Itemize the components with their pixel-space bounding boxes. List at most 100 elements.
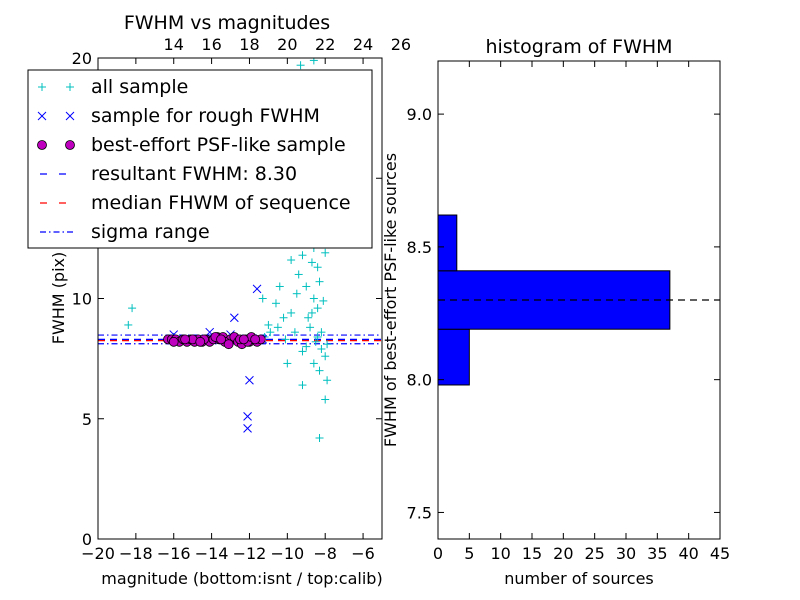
legend-entry: median FHWM of sequence: [40, 192, 351, 214]
point-0-53: [313, 332, 322, 341]
point-2-33: [168, 336, 179, 347]
point-1-6: [252, 284, 262, 294]
point-2-34: [223, 339, 234, 350]
point-1-4: [243, 411, 252, 421]
legend-entry: all sample: [38, 76, 188, 98]
series-2: [163, 332, 266, 350]
point-0-12: [298, 251, 307, 260]
histogram-panel: 0 5 10 15 20 25 30 35 40 45 7.5 8.0 8.5 9.0 histogra…: [381, 36, 730, 588]
point-0-0: [124, 320, 133, 329]
hist-y-tick-label: 8.5: [407, 238, 432, 257]
point-0-36: [315, 366, 324, 375]
legend-marker: [66, 83, 74, 91]
legend-entry: sample for rough FWHM: [37, 105, 320, 127]
histogram-x-axis: 0 5 10 15 20 25 30 35 40 45: [433, 61, 730, 563]
hist-x-tick-label: 35: [647, 544, 667, 563]
legend-label: sample for rough FWHM: [91, 105, 320, 127]
x-tick-label: −18: [119, 544, 153, 563]
scatter-title: FWHM vs magnitudes: [124, 12, 330, 34]
legend-entry: best-effort PSF-like sample: [37, 134, 346, 156]
point-0-40: [315, 433, 324, 442]
bottom-x-axis: −20 −18 −16 −14 −12 −10 −8 −6: [81, 58, 375, 563]
point-0-57: [275, 282, 284, 291]
histogram-bar: [438, 328, 470, 386]
legend-marker: [37, 140, 47, 150]
point-0-6: [266, 328, 275, 337]
scatter-y-label: FWHM (pix): [49, 252, 68, 345]
hist-x-tick-label: 20: [553, 544, 573, 563]
hist-x-tick-label: 5: [464, 544, 474, 563]
point-0-54: [302, 342, 311, 351]
legend-box: [27, 69, 373, 249]
point-0-61: [309, 58, 318, 65]
point-0-35: [309, 359, 318, 368]
point-0-56: [323, 340, 332, 349]
top-tick-label: 20: [277, 35, 297, 54]
point-1-3: [245, 375, 254, 385]
legend-label: median FHWM of sequence: [91, 192, 351, 214]
legend-entry: resultant FWHM: 8.30: [40, 163, 297, 185]
hist-x-tick-label: 0: [433, 544, 443, 563]
legend-label: best-effort PSF-like sample: [91, 134, 346, 156]
point-0-9: [287, 308, 296, 317]
hist-y-tick-label: 9.0: [407, 105, 432, 124]
y-tick-label: 5: [82, 410, 92, 429]
hist-x-tick-label: 10: [490, 544, 510, 563]
hist-x-tick-label: 45: [710, 544, 730, 563]
x-tick-label: −6: [351, 544, 375, 563]
legend-entry: sigma range: [40, 221, 210, 243]
top-tick-label: 26: [391, 35, 411, 54]
x-tick-label: −14: [195, 544, 229, 563]
legend-label: resultant FWHM: 8.30: [91, 163, 297, 185]
histogram-bar: [438, 214, 458, 272]
point-2-37: [195, 336, 206, 347]
legend-marker: [65, 111, 75, 121]
point-0-1: [128, 304, 137, 313]
hist-x-tick-label: 25: [584, 544, 604, 563]
point-0-52: [307, 308, 316, 317]
point-0-7: [273, 323, 282, 332]
point-0-17: [306, 323, 315, 332]
point-0-34: [323, 376, 332, 385]
scatter-x-label: magnitude (bottom:isnt / top:calib): [101, 569, 382, 588]
point-1-5: [243, 424, 252, 433]
point-0-25: [313, 304, 322, 313]
point-0-55: [317, 345, 326, 354]
y-tick-label: 10: [72, 290, 92, 309]
hist-y-tick-label: 8.0: [407, 371, 432, 390]
top-tick-label: 22: [315, 35, 335, 54]
point-0-37: [298, 347, 307, 356]
point-0-41: [298, 381, 307, 390]
point-0-24: [313, 263, 322, 272]
point-0-32: [321, 248, 330, 257]
histogram-y-label: FWHM of best-effort PSF-like sources: [381, 153, 400, 447]
point-0-44: [271, 299, 280, 308]
point-0-38: [283, 359, 292, 368]
point-1-2: [229, 313, 239, 323]
point-0-8: [281, 335, 290, 344]
scatter-points: [124, 58, 332, 442]
y-tick-label: 20: [72, 49, 92, 68]
hist-x-tick-label: 40: [678, 544, 698, 563]
histogram-x-label: number of sources: [504, 569, 654, 588]
point-0-18: [307, 258, 316, 267]
point-2-36: [250, 334, 261, 345]
point-0-42: [279, 313, 288, 322]
histogram-y-axis: 7.5 8.0 8.5 9.0: [407, 105, 720, 522]
point-0-50: [258, 294, 267, 303]
point-2-38: [180, 334, 190, 345]
scatter-panel: −20 −18 −16 −14 −12 −10 −8 −6 14 16 18 20 22 24 26 0 5…: [27, 12, 412, 588]
hist-x-tick-label: 30: [616, 544, 636, 563]
legend-marker: [37, 111, 47, 121]
point-0-60: [296, 61, 305, 70]
x-tick-label: −8: [313, 544, 337, 563]
y-tick-label: 0: [82, 530, 92, 549]
x-tick-label: −16: [157, 544, 191, 563]
top-x-axis: 14 16 18 20 22 24 26: [164, 35, 412, 54]
hist-y-tick-label: 7.5: [407, 503, 432, 522]
legend-label: sigma range: [91, 221, 210, 243]
point-0-11: [294, 270, 303, 279]
point-0-31: [319, 296, 328, 305]
x-tick-label: −12: [233, 544, 267, 563]
